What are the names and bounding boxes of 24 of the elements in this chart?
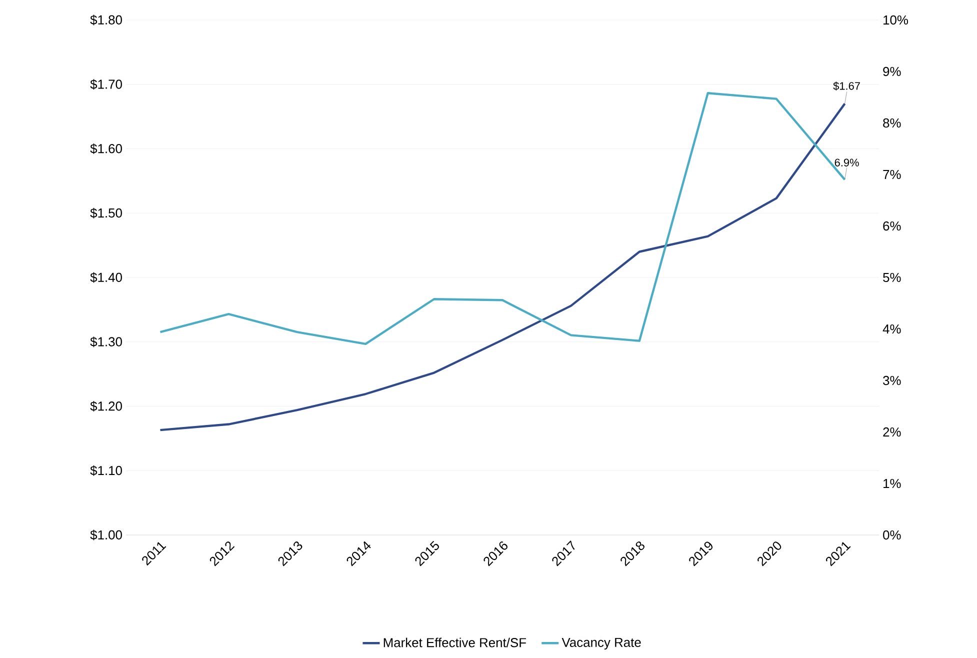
y-tick-label: $1.00 [90,530,122,540]
y-tick-label: $1.20 [90,401,122,412]
y2-tick-label: 7% [883,170,901,180]
legend-label: Market Effective Rent/SF [384,638,526,648]
y-tick-label: $1.70 [90,79,122,90]
y-tick-label: $1.50 [90,208,122,218]
data-label: 6.9% [834,158,859,166]
y2-tick-label: 4% [882,324,901,334]
y2-tick-label: 3% [883,376,901,386]
y2-tick-label: 9% [883,66,901,76]
y2-tick-label: 10% [884,15,908,25]
y2-tick-label: 6% [883,221,901,231]
y2-tick-label: 1% [884,478,901,488]
data-label: $1.67 [833,82,860,90]
y2-tick-label: 8% [883,118,901,128]
y2-tick-label: 5% [883,272,901,282]
legend-label: Vacancy Rate [562,638,641,650]
y-tick-label: $1.40 [90,272,122,283]
y-tick-label: $1.60 [90,143,122,154]
y-tick-label: $1.10 [90,465,122,476]
y-tick-label: $1.80 [90,14,122,26]
y2-tick-label: 2% [883,427,901,437]
y-tick-label: $1.30 [90,336,122,348]
y2-tick-label: 0% [883,530,901,540]
